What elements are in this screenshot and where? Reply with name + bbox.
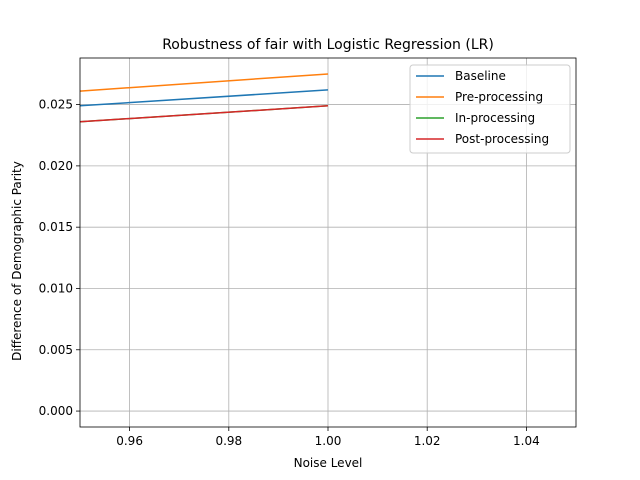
y-tick-label: 0.025 [39,98,73,112]
series-line-post-processing [79,105,329,123]
y-tick-label: 0.020 [39,159,73,173]
legend: Baseline Pre-processing In-processing Post-… [409,64,571,154]
legend-box [409,64,571,154]
x-tick-label: 1.04 [513,434,540,448]
series-layer [79,73,329,123]
legend-label: Baseline [455,69,506,83]
legend-label: Post-processing [455,132,549,146]
y-tick-label: 0.010 [39,281,73,295]
chart-title: Robustness of fair with Logistic Regress… [162,37,494,53]
y-axis-label: Difference of Demographic Parity [10,161,24,361]
series-line-baseline [79,89,329,107]
legend-label: In-processing [455,111,535,125]
grid [80,58,576,427]
y-tick-label: 0.015 [39,220,73,234]
x-tick-label: 0.98 [215,434,242,448]
y-tick-label: 0.005 [39,343,73,357]
y-axis: 0.000 0.005 0.010 0.015 0.020 0.025 [39,98,80,418]
y-tick-label: 0.000 [39,404,73,418]
x-axis: 0.96 0.98 1.00 1.02 1.04 [116,427,540,448]
legend-label: Pre-processing [455,90,543,104]
x-tick-label: 1.02 [414,434,441,448]
x-tick-label: 0.96 [116,434,143,448]
x-axis-label: Noise Level [294,456,363,470]
series-line-pre-processing [79,73,329,92]
x-tick-label: 1.00 [315,434,342,448]
